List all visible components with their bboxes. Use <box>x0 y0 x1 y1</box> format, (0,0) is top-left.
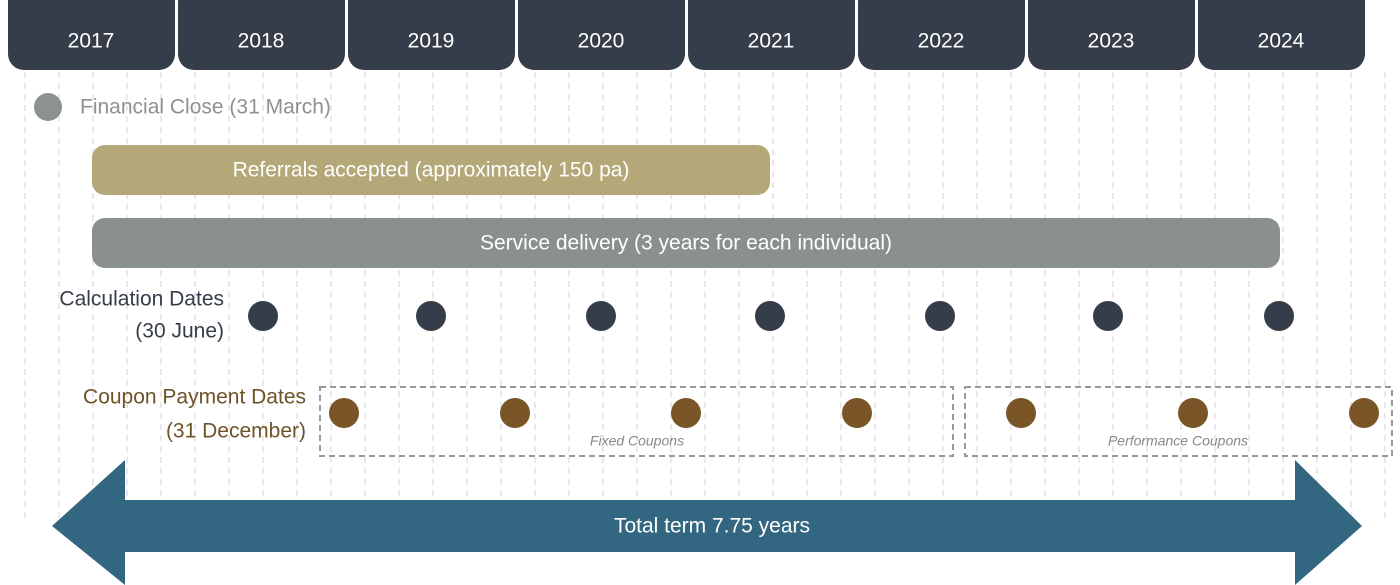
coupon-dot <box>1349 398 1379 428</box>
year-tab <box>178 0 345 70</box>
term-arrow <box>52 460 1362 585</box>
coupon-dot <box>842 398 872 428</box>
calc-dot <box>416 301 446 331</box>
calc-dot <box>1093 301 1123 331</box>
year-label: 2018 <box>238 30 285 53</box>
year-tabs: 2017 2018 2019 2020 2021 2022 2023 2024 <box>8 0 1365 70</box>
coupon-dot <box>671 398 701 428</box>
performance-box <box>964 386 1393 457</box>
coupon-dot <box>500 398 530 428</box>
year-label: 2024 <box>1258 30 1305 53</box>
year-tab <box>688 0 855 70</box>
year-tab <box>8 0 175 70</box>
term-label: Total term 7.75 years <box>614 515 810 538</box>
calc-dot <box>248 301 278 331</box>
grid <box>24 72 1386 520</box>
coupon-dot <box>1178 398 1208 428</box>
referrals-bar <box>92 145 770 195</box>
calc-label: Calculation Dates <box>59 288 224 311</box>
bar-label: Referrals accepted (approximately 150 pa… <box>233 159 630 182</box>
service-bar <box>92 218 1280 268</box>
year-label: 2019 <box>408 30 455 53</box>
coupon-label: (31 December) <box>166 420 306 443</box>
calc-label: (30 June) <box>135 320 224 343</box>
year-tab <box>1028 0 1195 70</box>
year-tab <box>518 0 685 70</box>
coupon-dot <box>329 398 359 428</box>
group-label: Performance Coupons <box>1108 433 1248 449</box>
year-label: 2020 <box>578 30 625 53</box>
year-label: 2021 <box>748 30 795 53</box>
legend-dot <box>34 93 62 121</box>
year-label: 2023 <box>1088 30 1135 53</box>
coupon-dot <box>1006 398 1036 428</box>
calc-dot <box>755 301 785 331</box>
year-tab <box>1198 0 1365 70</box>
year-tab <box>348 0 515 70</box>
calc-dot <box>586 301 616 331</box>
year-label: 2022 <box>918 30 965 53</box>
group-label: Fixed Coupons <box>590 433 684 449</box>
year-label: 2017 <box>68 30 115 53</box>
year-tab <box>858 0 1025 70</box>
calc-dot <box>925 301 955 331</box>
dots <box>248 301 1379 428</box>
legend-label: Financial Close (31 March) <box>80 96 331 119</box>
bar-label: Service delivery (3 years for each indiv… <box>480 232 892 255</box>
calc-dot <box>1264 301 1294 331</box>
coupon-label: Coupon Payment Dates <box>83 386 306 409</box>
